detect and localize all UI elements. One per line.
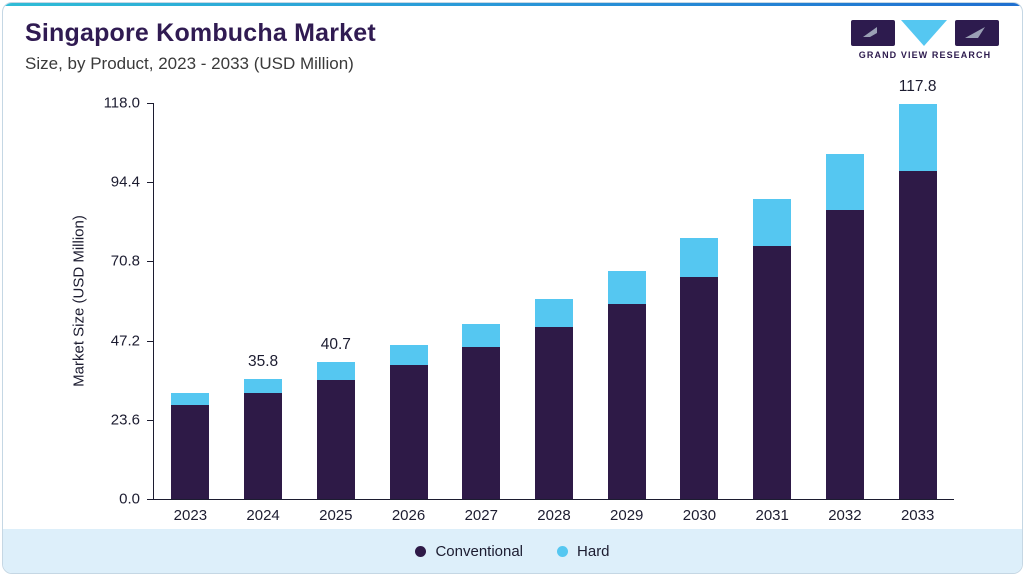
bar-2025-hard-segment (316, 362, 355, 380)
title-block: Singapore Kombucha Market Size, by Produ… (25, 19, 376, 74)
x-tick-label-2025: 2025 (319, 507, 353, 524)
bar-2030-conventional-segment (680, 277, 719, 499)
x-tick-label-2033: 2033 (900, 507, 935, 524)
bar-2031-conventional-segment (753, 246, 792, 499)
y-tick-mark (147, 261, 154, 263)
x-tick-label-2027: 2027 (464, 507, 498, 524)
y-tick-mark (147, 340, 154, 342)
bar-2026-conventional-segment (389, 364, 428, 499)
legend-item-conventional: Conventional (415, 543, 523, 560)
bar-2032-hard-segment (825, 154, 864, 211)
logo-text: GRAND VIEW RESEARCH (858, 50, 992, 60)
y-tick-mark (147, 499, 154, 500)
bar-2024-conventional-segment (244, 393, 283, 499)
y-tick-mark (147, 419, 154, 421)
bar-value-label-2025: 40.7 (320, 336, 351, 354)
legend-dot-conventional (415, 545, 427, 557)
bar-2024-hard-segment (244, 378, 283, 394)
y-tick-label-70.8: 70.8 (110, 252, 140, 270)
x-tick-label-2023: 2023 (173, 507, 208, 524)
bar-2023-conventional-segment (171, 405, 210, 499)
bar-2032 (825, 154, 864, 499)
x-tick-label-2030: 2030 (682, 507, 717, 524)
legend-item-hard: Hard (557, 543, 610, 560)
legend-label-hard: Hard (577, 542, 610, 560)
legend-dot-hard (557, 545, 569, 557)
plot-area: 0.0 23.6 47.2 70.8 94.4 118.0 2023 35.8 2024 40.7… (104, 78, 954, 524)
bar-2032-conventional-segment (825, 210, 864, 499)
bar-2030-hard-segment (680, 237, 719, 278)
bar-2027-hard-segment (462, 323, 501, 348)
grand-view-research-logo: GRAND VIEW RESEARCH (850, 19, 1000, 60)
y-tick-label-118.0: 118.0 (103, 94, 140, 112)
legend-label-conventional: Conventional (435, 542, 524, 560)
bar-2025-conventional-segment (316, 379, 355, 499)
bar-2025 (316, 362, 355, 499)
bar-2027 (462, 323, 501, 499)
x-tick-label-2032: 2032 (828, 507, 862, 524)
bar-2023-hard-segment (171, 392, 210, 406)
legend: Conventional Hard (3, 529, 1022, 573)
page-subtitle: Size, by Product, 2023 - 2033 (USD Milli… (25, 54, 354, 73)
y-tick-mark (147, 182, 154, 184)
bar-value-label-2024: 35.8 (247, 352, 279, 370)
bar-2023 (171, 392, 210, 499)
bar-2026-hard-segment (389, 344, 428, 365)
bar-2026 (389, 344, 428, 499)
top-accent-bar (3, 3, 1022, 6)
bar-2031 (753, 199, 792, 499)
bar-2033 (898, 103, 937, 499)
y-tick-label-23.6: 23.6 (110, 411, 140, 429)
page-title: Singapore Kombucha Market (25, 19, 376, 47)
x-tick-label-2024: 2024 (246, 507, 280, 524)
x-tick-label-2028: 2028 (537, 507, 571, 524)
bar-2031-hard-segment (753, 199, 792, 247)
x-tick-label-2029: 2029 (610, 507, 644, 524)
logo-mark-icon (851, 20, 999, 46)
bar-2029 (607, 270, 646, 499)
chart: Market Size (USD Million) 0.0 23.6 47.2 70.… (3, 3, 1022, 529)
bar-2024 (244, 378, 283, 499)
bar-2028-conventional-segment (535, 327, 573, 499)
bar-2029-conventional-segment (607, 304, 646, 499)
bar-2028-hard-segment (535, 299, 573, 328)
bar-2028 (535, 299, 573, 499)
bar-2030 (680, 237, 719, 499)
y-tick-label-0.0: 0.0 (119, 490, 140, 508)
bar-value-label-2033: 117.8 (898, 77, 937, 95)
bar-2027-conventional-segment (462, 347, 501, 499)
x-tick-label-2031: 2031 (755, 507, 789, 524)
y-axis-title: Market Size (USD Million) (70, 215, 88, 387)
bar-2033-conventional-segment (898, 170, 937, 499)
bar-2029-hard-segment (607, 270, 646, 305)
y-tick-mark (147, 103, 154, 104)
x-tick-label-2026: 2026 (391, 507, 426, 524)
y-tick-label-94.4: 94.4 (110, 173, 140, 191)
bar-2033-hard-segment (898, 103, 937, 171)
y-tick-label-47.2: 47.2 (110, 332, 140, 350)
header: Singapore Kombucha Market Size, by Produ… (3, 19, 1022, 74)
